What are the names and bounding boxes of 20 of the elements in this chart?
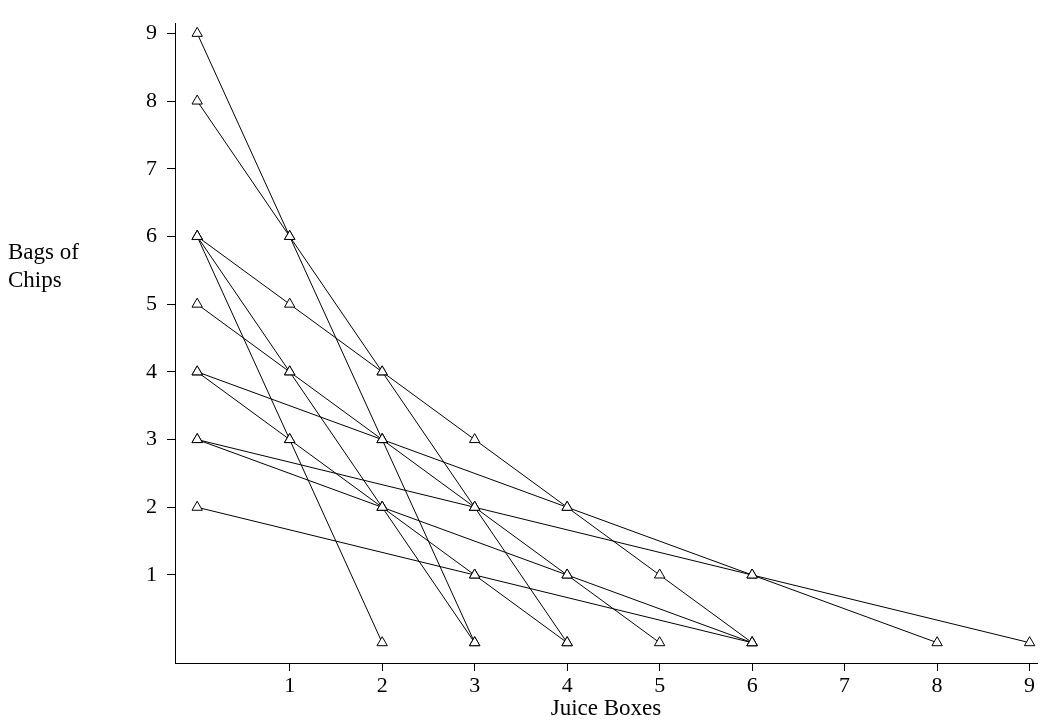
- y-axis-title: Bags of Chips: [8, 238, 80, 294]
- y-tick-label: 9: [146, 19, 157, 45]
- x-tick-label: 9: [1024, 671, 1036, 697]
- y-tick-label: 5: [146, 289, 157, 315]
- y-tick-label: 6: [146, 222, 157, 248]
- y-tick-label: 8: [146, 86, 157, 112]
- x-tick-label: 5: [654, 671, 666, 697]
- y-tick-label: 3: [146, 425, 157, 451]
- x-tick-label: 1: [284, 671, 296, 697]
- x-tick-label: 8: [931, 671, 943, 697]
- y-tick-label: 1: [146, 560, 157, 586]
- y-tick-label: 4: [146, 357, 157, 383]
- x-tick-label: 3: [469, 671, 481, 697]
- x-tick-label: 6: [746, 671, 758, 697]
- x-axis-title: Juice Boxes: [550, 695, 662, 721]
- y-tick-label: 7: [146, 154, 157, 180]
- x-tick-label: 7: [839, 671, 851, 697]
- x-tick-label: 2: [376, 671, 388, 697]
- x-tick-label: 4: [561, 671, 573, 697]
- y-tick-label: 2: [146, 493, 157, 519]
